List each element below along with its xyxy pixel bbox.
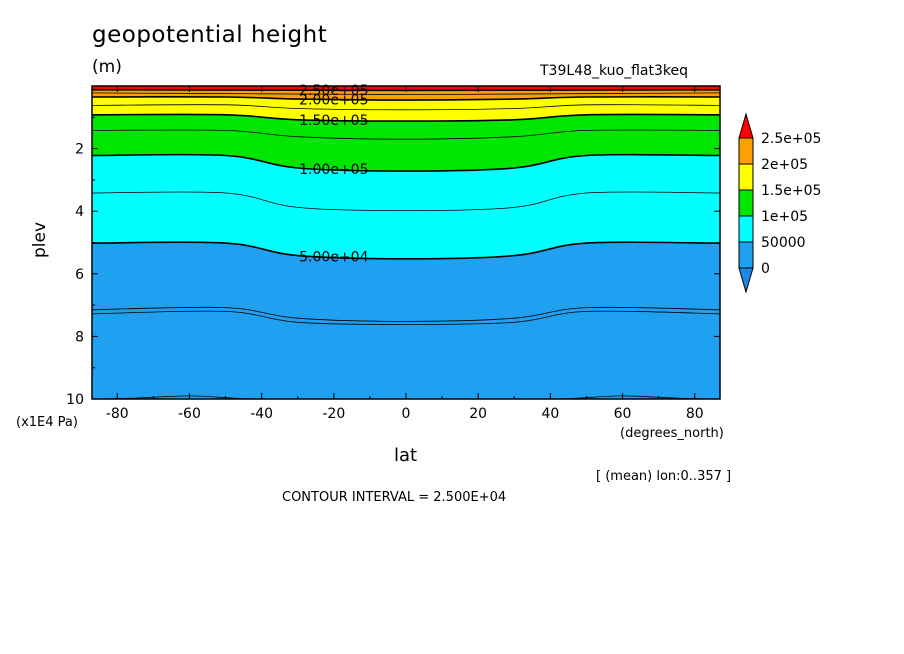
contour-line-5 xyxy=(91,129,721,140)
x-axis-units: (degrees_north) xyxy=(620,426,724,441)
colorbar-label: 1.5e+05 xyxy=(761,183,821,199)
x-tick-label: 40 xyxy=(541,406,559,422)
y-tick-label: 4 xyxy=(75,204,84,220)
colorbar-swatch xyxy=(738,215,754,243)
longitude-note: [ (mean) lon:0..357 ] xyxy=(596,469,732,484)
x-tick-label: 60 xyxy=(614,406,632,422)
run-id: T39L48_kuo_flat3keq xyxy=(540,63,688,79)
colorbar-label: 2e+05 xyxy=(761,157,808,173)
y-axis-units: (x1E4 Pa) xyxy=(16,415,78,430)
y-tick-label: 10 xyxy=(66,392,84,408)
x-tick-label: -80 xyxy=(106,406,129,422)
contour-label-6: 1.00e+05 xyxy=(299,162,368,178)
contour-interval: CONTOUR INTERVAL = 2.500E+04 xyxy=(282,490,507,505)
contour-line-4 xyxy=(91,113,721,122)
x-tick-label: -40 xyxy=(250,406,273,422)
contour-line-8 xyxy=(91,241,721,260)
contour-line-3 xyxy=(91,104,721,111)
colorbar-extend-low xyxy=(738,267,754,294)
x-tick-label: -20 xyxy=(322,406,345,422)
x-axis-label: lat xyxy=(394,445,418,466)
contour-line-10 xyxy=(91,310,721,325)
contour-line-2 xyxy=(91,96,721,101)
plot-area xyxy=(92,86,720,399)
x-tick-label: 80 xyxy=(686,406,704,422)
colorbar: 0 50000 1e+05 1.5e+05 2e+05 2.5e+05 xyxy=(738,112,821,294)
axes: -80 -60 -40 -20 0 20 40 60 80 2 4 6 8 10 xyxy=(66,85,721,422)
contour-label-2: 2.00e+05 xyxy=(299,92,368,108)
colorbar-swatch xyxy=(738,163,754,191)
x-tick-label: -60 xyxy=(178,406,201,422)
x-tick-label: 0 xyxy=(402,406,411,422)
contour-line-1 xyxy=(91,92,721,95)
colorbar-swatch xyxy=(738,137,754,165)
contour-line-9 xyxy=(91,306,721,322)
y-tick-label: 6 xyxy=(75,267,84,283)
colorbar-swatch xyxy=(738,241,754,269)
colorbar-label: 50000 xyxy=(761,235,806,251)
contour-label-8: 5.00e+04 xyxy=(299,250,368,266)
y-tick-label: 2 xyxy=(75,142,84,158)
colorbar-label: 2.5e+05 xyxy=(761,131,821,147)
contour-line-6 xyxy=(91,153,721,172)
colorbar-extend-high xyxy=(738,112,754,139)
x-tick-label: 20 xyxy=(469,406,487,422)
contour-label-4: 1.50e+05 xyxy=(299,113,368,129)
chart-units: (m) xyxy=(92,57,122,77)
contour-line-7 xyxy=(91,191,721,212)
colorbar-label: 1e+05 xyxy=(761,209,808,225)
colorbar-label: 0 xyxy=(761,261,770,277)
chart-title: geopotential height xyxy=(92,22,328,48)
colorbar-swatch xyxy=(738,189,754,217)
y-tick-label: 8 xyxy=(75,329,84,345)
